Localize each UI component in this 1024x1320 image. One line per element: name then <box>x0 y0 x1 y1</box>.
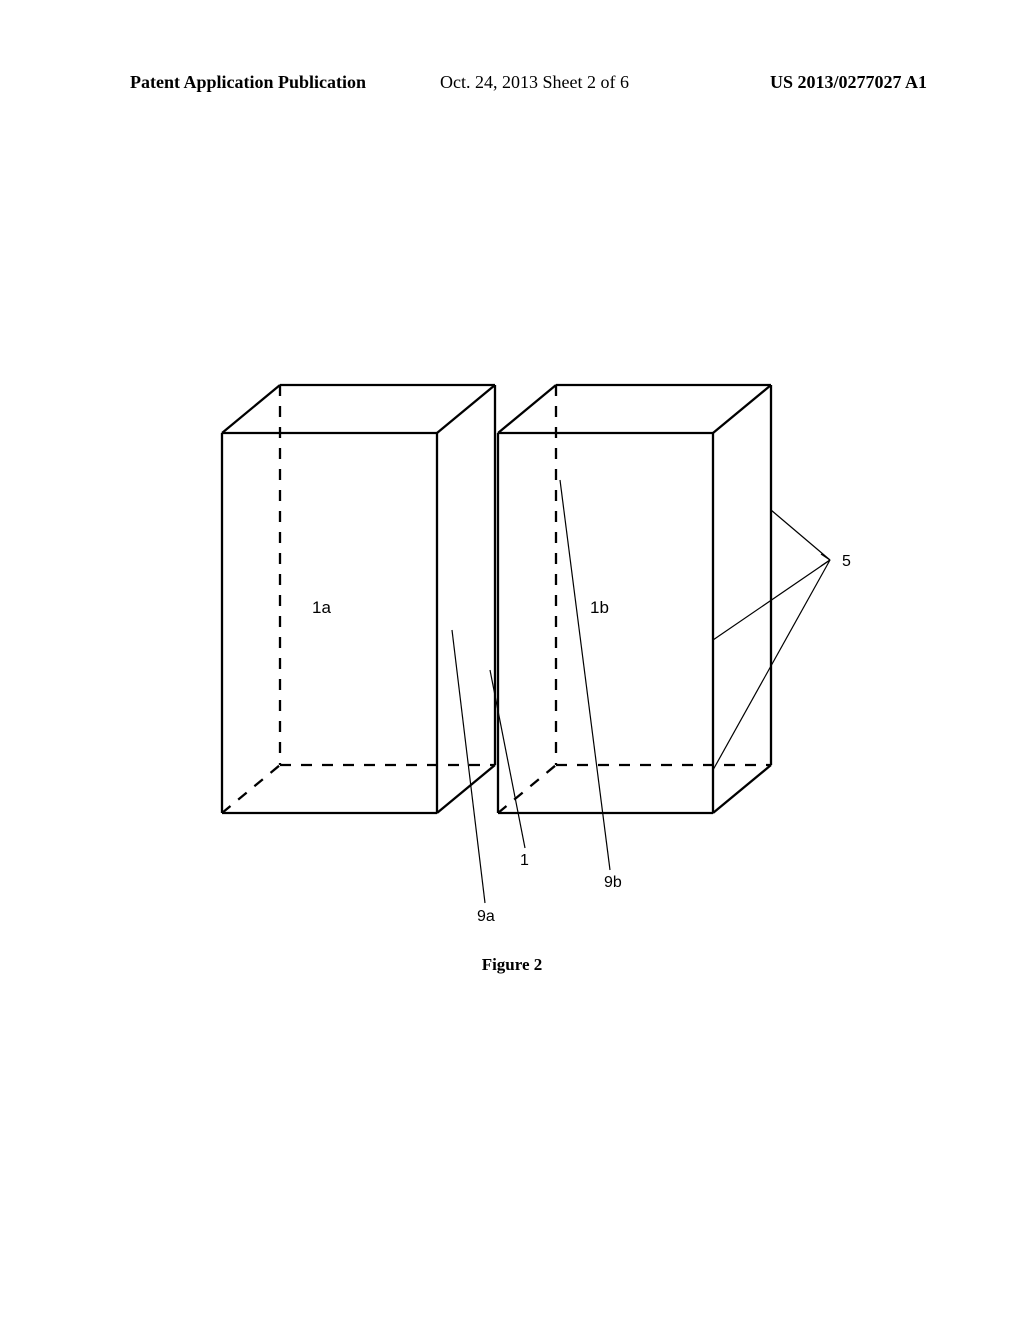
figure-caption: Figure 2 <box>0 955 1024 975</box>
figure-svg <box>0 0 1024 1320</box>
label-ref-9b: 9b <box>604 874 622 892</box>
label-box-left: 1a <box>312 598 331 618</box>
page-root: Patent Application Publication Oct. 24, … <box>0 0 1024 1320</box>
figure-area: 1a 1b 5 1 9a 9b Figure 2 <box>0 0 1024 1320</box>
label-ref-5: 5 <box>842 553 851 571</box>
label-box-right: 1b <box>590 598 609 618</box>
label-ref-1: 1 <box>520 852 529 870</box>
label-ref-9a: 9a <box>477 908 495 926</box>
